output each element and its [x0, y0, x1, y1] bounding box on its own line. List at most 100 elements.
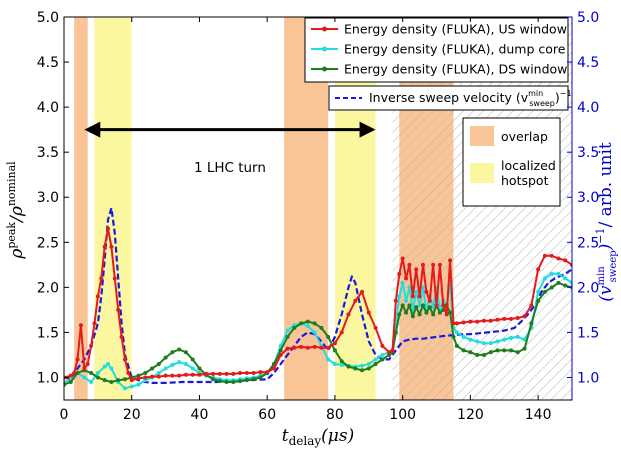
- legend-sweep-label-exp: −1: [560, 89, 572, 98]
- series-1-point: [468, 337, 473, 342]
- series-0-point: [393, 298, 398, 303]
- series-0-point: [437, 262, 442, 267]
- series-2-point: [563, 283, 568, 288]
- x-tick-label: 60: [258, 407, 276, 423]
- y-left-label-main-1: ρ: [7, 249, 27, 260]
- series-2-point: [217, 379, 222, 384]
- series-0-point: [99, 276, 104, 281]
- series-1-point: [129, 384, 134, 389]
- series-0-point: [353, 298, 358, 303]
- x-axis-label-unit: (μs): [321, 426, 354, 446]
- legend-sweep-label: Inverse sweep velocity (vmin sweep)−1: [369, 89, 572, 108]
- legend-sweep: Inverse sweep velocity (vmin sweep)−1: [328, 85, 572, 111]
- series-1-point: [89, 379, 94, 384]
- series-2-point: [360, 368, 365, 373]
- series-0-point: [404, 276, 409, 281]
- region-hotspot-1: [94, 17, 132, 400]
- series-2-point: [244, 378, 249, 383]
- y-left-axis-label: ρpeak/ρnominal: [5, 161, 27, 260]
- series-1-point: [475, 339, 480, 344]
- series-2-point: [285, 334, 290, 339]
- series-2-point: [427, 305, 432, 310]
- series-0-point: [85, 361, 90, 366]
- series-0-point: [475, 319, 480, 324]
- series-0-point: [177, 373, 182, 378]
- series-1-point: [461, 334, 466, 339]
- series-2-point: [326, 334, 331, 339]
- series-2-point: [258, 375, 263, 380]
- series-2-point: [75, 370, 80, 375]
- series-0-point: [106, 226, 111, 231]
- lhc-turn-annotation: 1 LHC turn: [84, 121, 376, 176]
- series-0-point: [529, 303, 534, 308]
- series-1-point: [177, 360, 182, 365]
- series-0-point: [143, 375, 148, 380]
- series-1-point: [417, 303, 422, 308]
- series-0-point: [434, 303, 439, 308]
- series-0-point: [373, 325, 378, 330]
- series-0-point: [109, 244, 114, 249]
- x-axis-label-main: t: [282, 426, 289, 446]
- series-2-point: [424, 310, 429, 315]
- y-right-tick-label: 1.0: [577, 370, 599, 386]
- y-right-tick-label: 3.5: [577, 145, 599, 161]
- legend-hotspot-label-2: hotspot: [501, 173, 549, 188]
- y-left-tick-label: 3.0: [37, 190, 59, 206]
- series-1-point: [122, 386, 127, 391]
- series-2-point: [393, 330, 398, 335]
- series-0-point: [563, 258, 568, 263]
- series-0-point: [92, 321, 97, 326]
- series-0-point: [292, 345, 297, 350]
- series-1-point: [326, 357, 331, 362]
- series-1-point: [509, 335, 514, 340]
- y-left-label-sup-1: peak: [5, 222, 18, 249]
- x-tick-label: 140: [525, 407, 552, 423]
- series-2-point: [404, 310, 409, 315]
- series-2-point: [454, 343, 459, 348]
- series-0-point: [122, 357, 127, 362]
- series-0-point: [346, 312, 351, 317]
- series-2-point: [366, 366, 371, 371]
- series-0-point: [244, 370, 249, 375]
- series-1-point: [536, 289, 541, 294]
- series-2-point: [332, 348, 337, 353]
- x-tick-label: 100: [389, 407, 416, 423]
- series-0-point: [549, 253, 554, 258]
- series-2-point: [397, 312, 402, 317]
- legend-main-label-2: Energy density (FLUKA), DS window: [344, 62, 567, 77]
- series-0-point: [136, 376, 141, 381]
- series-2-point: [353, 366, 358, 371]
- y-right-tick-label: 3.0: [577, 190, 599, 206]
- series-2-point: [509, 348, 514, 353]
- series-2-point: [224, 379, 229, 384]
- series-2-point: [190, 357, 195, 362]
- series-2-point: [122, 377, 127, 382]
- series-1-point: [488, 341, 493, 346]
- series-2-point: [95, 375, 100, 380]
- y-right-tick-label: 5.0: [577, 10, 599, 26]
- series-1-point: [400, 280, 405, 285]
- series-2-point: [502, 348, 507, 353]
- series-1-point: [82, 375, 87, 380]
- series-2-point: [431, 312, 436, 317]
- series-0-point: [461, 320, 466, 325]
- series-0-point: [400, 256, 405, 261]
- series-0-point: [285, 346, 290, 351]
- y-left-tick-label: 2.5: [37, 235, 59, 251]
- series-2-point: [414, 305, 419, 310]
- series-2-point: [420, 303, 425, 308]
- series-0-point: [119, 334, 124, 339]
- series-2-point: [183, 350, 188, 355]
- series-2-point: [373, 361, 378, 366]
- series-0-point: [451, 321, 456, 326]
- series-1-point: [339, 362, 344, 367]
- series-0-point: [536, 267, 541, 272]
- series-2-point: [515, 350, 520, 355]
- series-2-point: [461, 348, 466, 353]
- series-0-point: [502, 316, 507, 321]
- series-1-point: [366, 361, 371, 366]
- series-1-point: [502, 337, 507, 342]
- series-0-point: [75, 357, 80, 362]
- series-2-point: [522, 346, 527, 351]
